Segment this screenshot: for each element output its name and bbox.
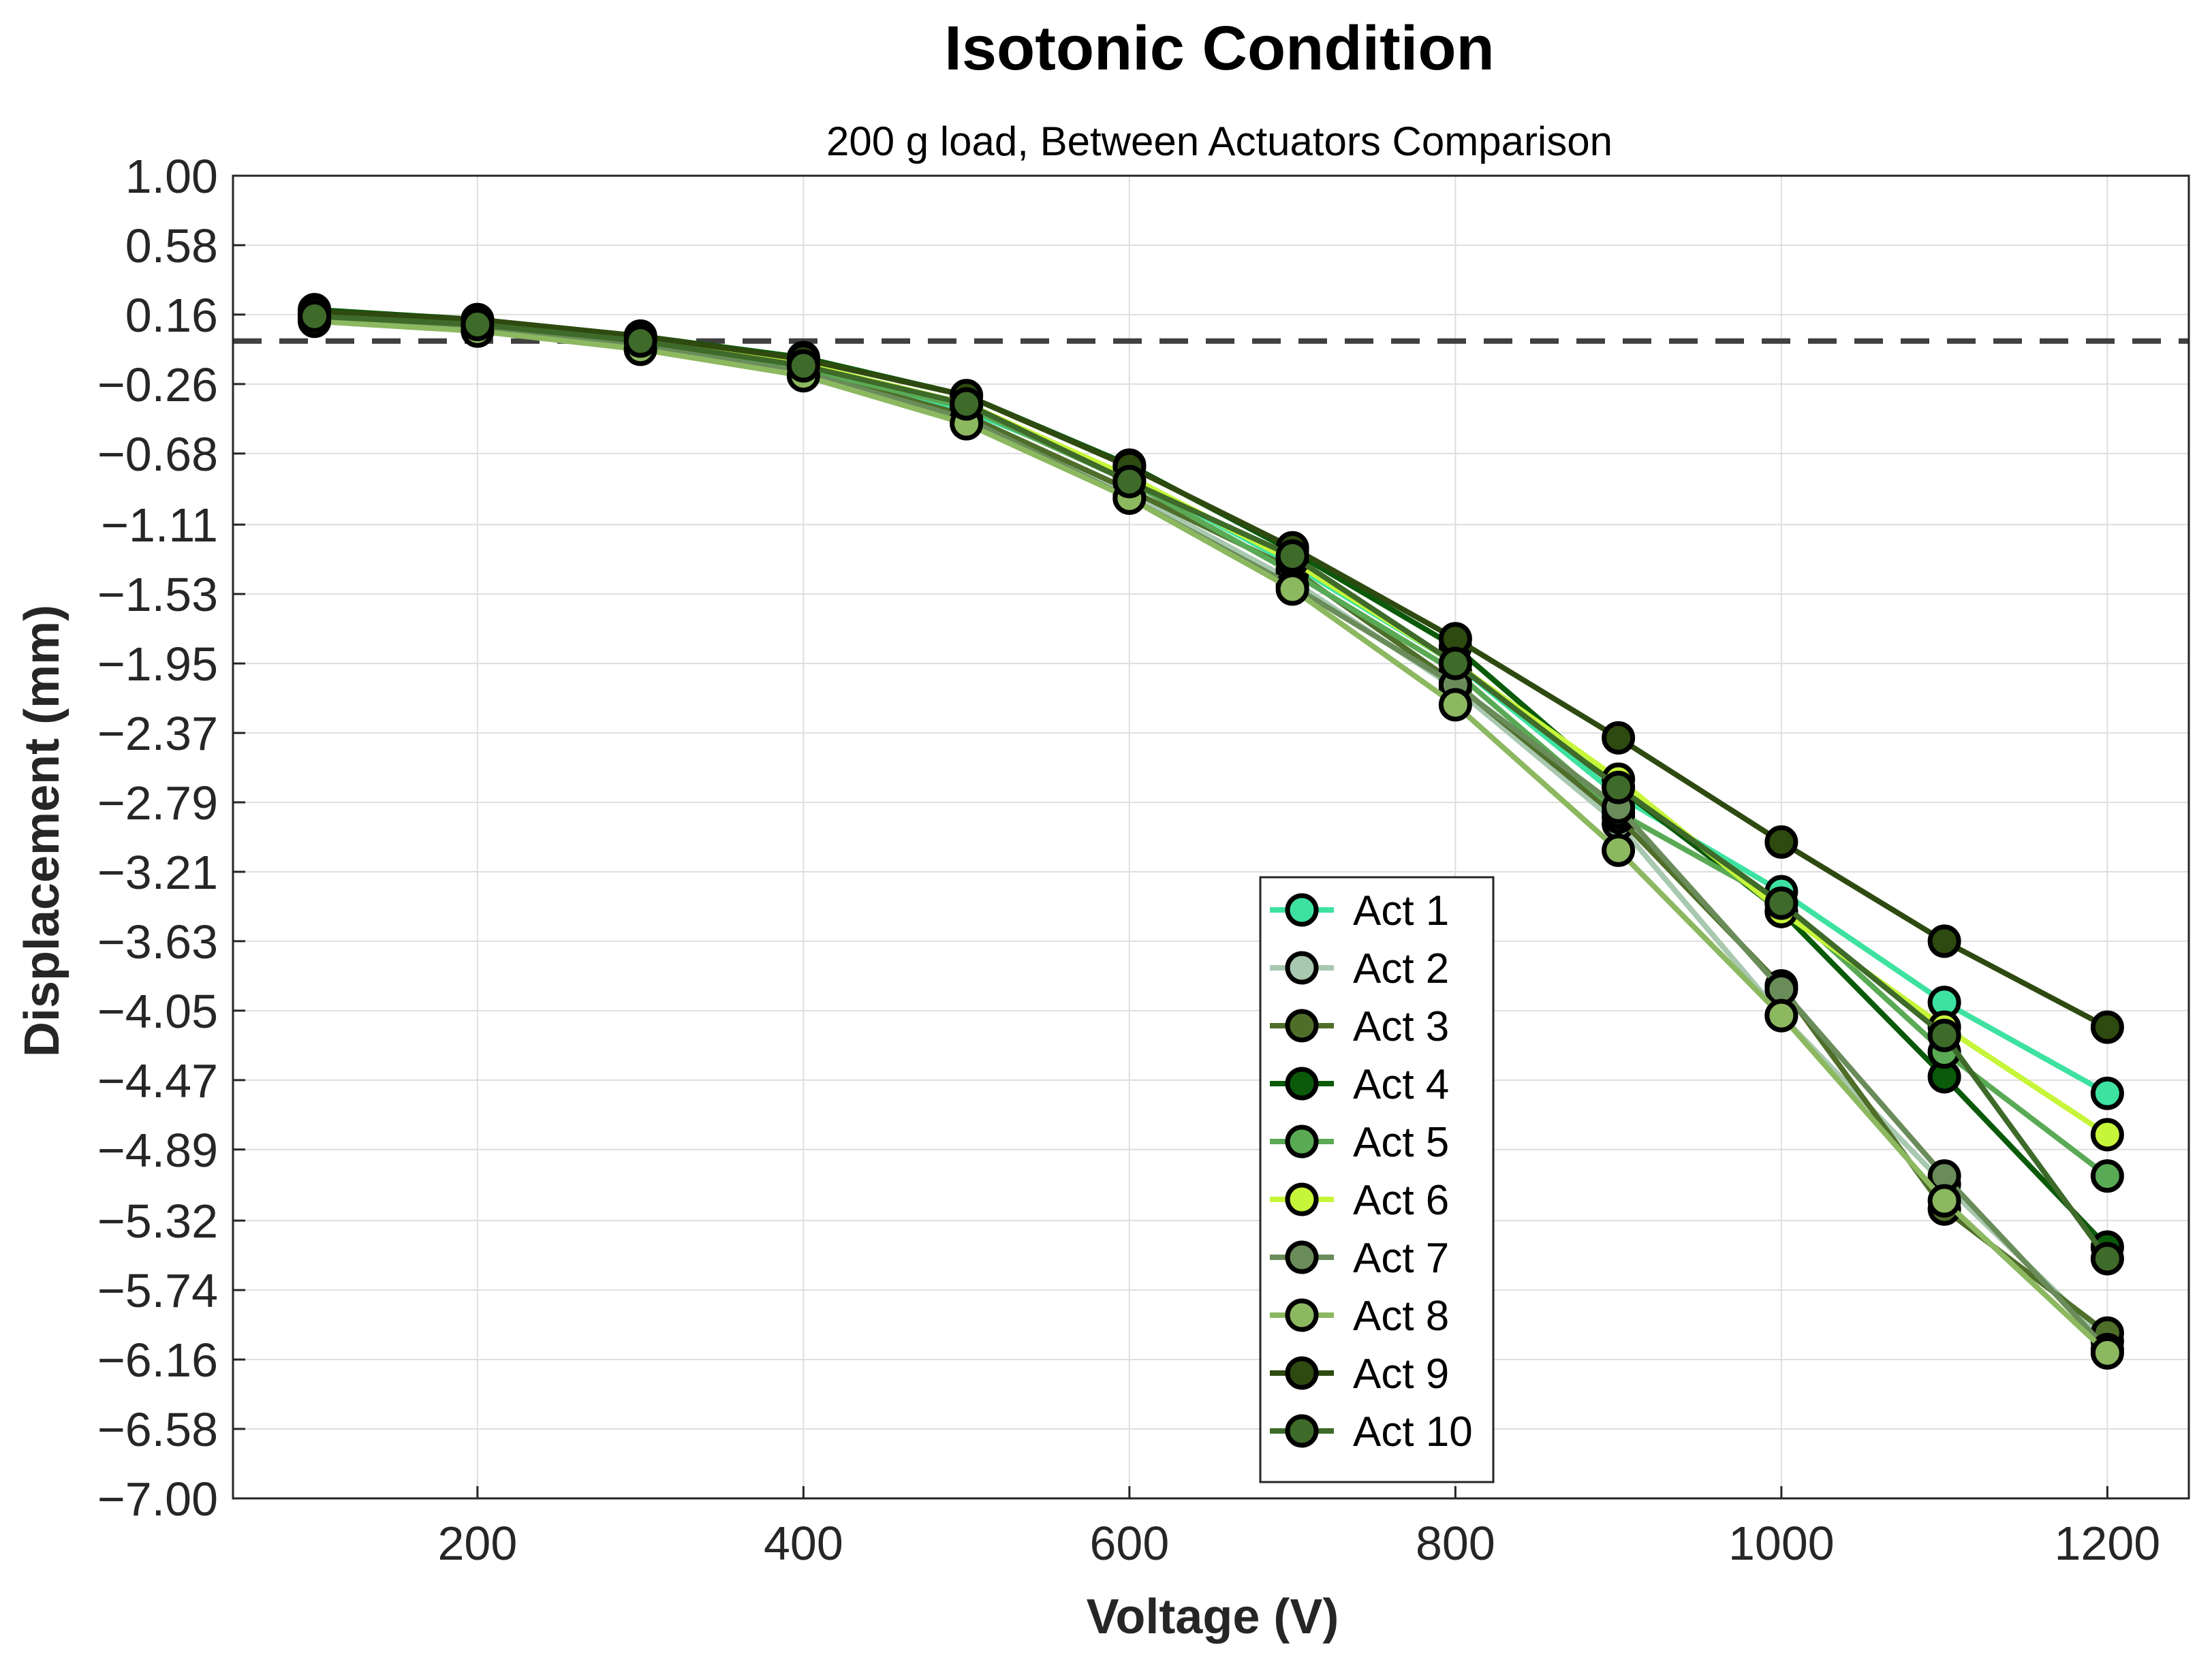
data-point [1927, 924, 1961, 958]
x-tick-label: 1200 [2055, 1517, 2161, 1570]
legend-label: Act 8 [1353, 1293, 1449, 1340]
y-tick-label: −3.63 [97, 915, 218, 969]
y-tick-label: −2.79 [97, 776, 218, 830]
y-tick-label: −7.00 [97, 1473, 218, 1526]
y-tick-label: −5.74 [97, 1264, 218, 1317]
y-tick-label: −4.05 [97, 985, 218, 1038]
data-point [2090, 1159, 2124, 1193]
y-axis-label: Displacement (mm) [15, 605, 69, 1057]
data-point [1764, 825, 1798, 859]
series-line [314, 313, 2110, 1261]
data-point [2090, 1076, 2124, 1110]
data-point [1275, 572, 1309, 606]
y-tick-label: −0.26 [97, 358, 218, 411]
legend-item: Act 4 [1270, 1061, 1449, 1108]
legend-swatch-marker [1285, 1124, 1319, 1159]
chart-subtitle: 200 g load, Between Actuators Comparison [826, 119, 1613, 164]
legend-swatch-marker [1285, 1240, 1319, 1274]
data-point [2090, 1242, 2124, 1276]
y-tick-label: −1.53 [97, 568, 218, 621]
data-point [298, 299, 332, 333]
legend-swatch-marker [1285, 1009, 1319, 1043]
y-tick-label: 0.58 [125, 219, 218, 272]
data-point [1764, 998, 1798, 1033]
data-point [1438, 646, 1472, 680]
x-tick-label: 800 [1416, 1517, 1495, 1570]
data-point [1275, 539, 1309, 573]
x-tick-label: 200 [437, 1517, 517, 1570]
legend-label: Act 1 [1353, 887, 1449, 934]
legend-swatch-marker [1285, 951, 1319, 985]
y-tick-label: −6.58 [97, 1403, 218, 1456]
data-point [950, 387, 984, 421]
legend-swatch-marker [1285, 1182, 1319, 1216]
x-axis-label: Voltage (V) [1087, 1590, 1339, 1644]
legend-swatch-marker [1285, 1298, 1319, 1332]
data-point [461, 307, 495, 341]
data-series [298, 293, 2124, 1370]
y-tick-label: −1.11 [101, 499, 218, 552]
y-tick-label: −1.95 [97, 637, 218, 691]
y-tick-label: −0.68 [97, 428, 218, 481]
legend-label: Act 6 [1353, 1177, 1449, 1224]
data-point [623, 324, 657, 358]
legend-label: Act 4 [1353, 1061, 1449, 1108]
legend-label: Act 5 [1353, 1119, 1449, 1166]
legend-item: Act 9 [1270, 1351, 1449, 1398]
y-tick-label: −2.37 [97, 707, 218, 760]
y-tick-label: 1.00 [125, 150, 218, 203]
data-point [1112, 465, 1147, 499]
data-point [1602, 770, 1636, 804]
data-point [786, 349, 820, 383]
legend-item: Act 3 [1270, 1003, 1449, 1050]
legend-label: Act 9 [1353, 1351, 1449, 1398]
legend-item: Act 5 [1270, 1119, 1449, 1166]
y-tick-labels: 1.00 0.58 0.16 −0.26 −0.68 −1.11 −1.53 −1.95 −2.… [97, 150, 245, 1526]
data-point [2090, 1336, 2124, 1370]
data-point [1927, 1184, 1961, 1218]
y-tick-label: −5.32 [97, 1195, 218, 1248]
legend-item: Act 6 [1270, 1177, 1449, 1224]
data-point [1602, 833, 1636, 867]
y-tick-label: −3.21 [97, 846, 218, 899]
legend-item: Act 2 [1270, 945, 1449, 992]
legend-swatch-marker [1285, 1414, 1319, 1448]
legend-item: Act 8 [1270, 1293, 1449, 1340]
legend-label: Act 3 [1353, 1003, 1449, 1050]
legend-swatch-marker [1285, 1356, 1319, 1390]
data-point [1438, 688, 1472, 722]
y-tick-label: −6.16 [97, 1334, 218, 1387]
plot-area-frame [232, 174, 2190, 1500]
legend-swatch-marker [1285, 1067, 1319, 1101]
y-tick-label: −4.47 [97, 1054, 218, 1107]
legend-label: Act 10 [1353, 1408, 1473, 1455]
legend-item: Act 7 [1270, 1235, 1449, 1282]
legend-item: Act 1 [1270, 887, 1449, 934]
legend-label: Act 7 [1353, 1235, 1449, 1282]
data-point [1927, 1018, 1961, 1052]
y-tick-label: −4.89 [97, 1124, 218, 1177]
legend-swatch-marker [1285, 893, 1319, 927]
y-tick-label: 0.16 [125, 289, 218, 342]
x-tick-label: 600 [1089, 1517, 1169, 1570]
x-tick-labels: 200 400 600 800 1000 1200 [437, 1486, 2160, 1570]
data-point [1764, 886, 1798, 920]
legend-item: Act 10 [1270, 1408, 1473, 1455]
legend-label: Act 2 [1353, 945, 1449, 992]
legend: Act 1 Act 2 Act 3 Act 4 Act 5 Act 6 Act 7 Act 8… [1259, 876, 1495, 1483]
data-point [2090, 1010, 2124, 1044]
series-act-10 [298, 299, 2124, 1276]
chart-title: Isotonic Condition [944, 14, 1494, 83]
data-point [1602, 721, 1636, 755]
x-tick-label: 400 [764, 1517, 843, 1570]
series-line [314, 318, 2110, 1355]
series-line [314, 309, 2109, 1030]
data-point [2090, 1118, 2124, 1152]
x-tick-label: 1000 [1728, 1517, 1835, 1570]
